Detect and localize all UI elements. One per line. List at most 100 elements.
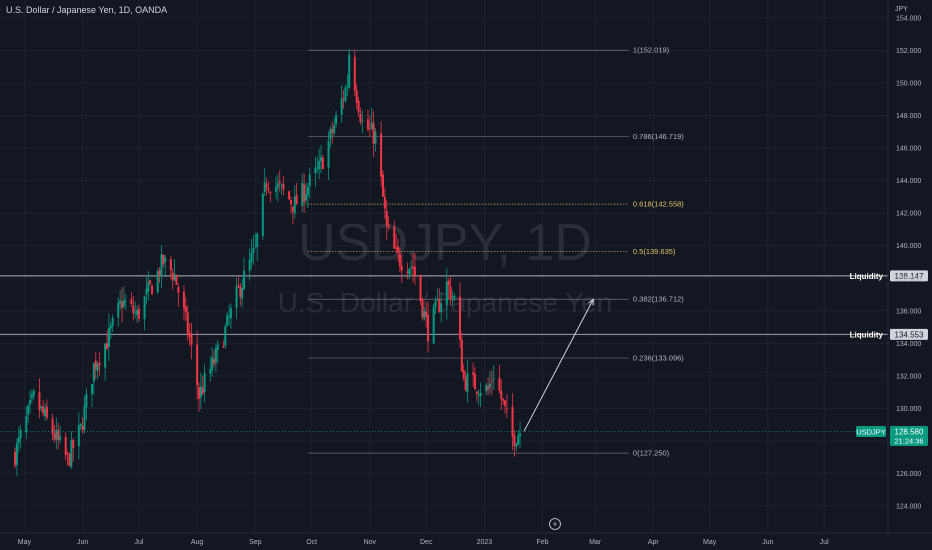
candle-body <box>182 291 185 309</box>
candle-body <box>269 192 272 194</box>
candle-body <box>145 289 148 295</box>
time-tick: May <box>18 539 32 546</box>
liquidity-price-label: 138.147 <box>895 272 924 281</box>
liquidity-price-badge <box>890 328 928 340</box>
candle-body <box>327 140 330 168</box>
candle-body <box>27 405 30 415</box>
replay-icon[interactable] <box>549 518 561 530</box>
candle-body <box>438 299 441 312</box>
candle-body <box>519 433 522 437</box>
candle-body <box>19 430 22 439</box>
candle-body <box>487 385 490 390</box>
candle-body <box>228 316 231 318</box>
candle-body <box>59 436 62 441</box>
candle-body <box>164 257 167 263</box>
price-tick: 144.000 <box>896 178 921 185</box>
fibonacci-retracement[interactable]: 1(152.019) 0.786(146.719) 0.618(142.558) 0.… <box>307 46 684 458</box>
candle-body <box>70 440 73 468</box>
price-tick: 150.000 <box>896 81 921 88</box>
candle-body <box>282 184 285 190</box>
candle-body <box>169 259 172 271</box>
candle-body <box>68 454 71 466</box>
candle-body <box>17 437 20 443</box>
candle-body <box>198 387 201 399</box>
candle-body <box>301 182 304 206</box>
candle-body <box>498 377 501 391</box>
candle-body <box>329 128 332 140</box>
candle-body <box>85 393 88 408</box>
candle-body <box>149 280 152 284</box>
candle-body <box>412 266 415 269</box>
price-axis[interactable]: 124.000126.000128.000130.000132.000134.0… <box>896 16 921 511</box>
time-tick: Dec <box>420 539 433 546</box>
symbol-badge <box>856 425 886 437</box>
candle-body <box>132 305 135 314</box>
candle-body <box>90 383 93 394</box>
currency-label: JPY <box>895 6 908 13</box>
candle-body <box>293 196 296 214</box>
candle-body <box>348 54 351 88</box>
liquidity-label: Liquidity <box>850 272 884 281</box>
candle-body <box>436 299 439 301</box>
candle-body <box>306 186 309 196</box>
candle-body <box>475 391 478 394</box>
price-tick: 142.000 <box>896 211 921 218</box>
candle-body <box>400 265 403 271</box>
candle-body <box>201 387 204 394</box>
candle-body <box>248 259 251 272</box>
candle-body <box>451 296 454 298</box>
time-tick: 2023 <box>477 539 493 546</box>
candle-body <box>408 268 411 275</box>
candle-body <box>410 267 413 269</box>
candle-body <box>267 188 270 190</box>
candle-body <box>288 191 291 200</box>
candle-body <box>83 405 86 431</box>
candle-body <box>344 87 347 102</box>
candle-body <box>209 369 212 374</box>
candle-body <box>162 254 165 265</box>
candle-body <box>447 280 450 286</box>
candlestick-series[interactable] <box>14 48 522 477</box>
price-tick: 146.000 <box>896 146 921 153</box>
price-tick: 126.000 <box>896 471 921 478</box>
candle-body <box>55 429 58 440</box>
price-tick: 124.000 <box>896 504 921 511</box>
candle-body <box>473 373 476 390</box>
candle-body <box>199 386 202 398</box>
candle-body <box>237 285 240 287</box>
time-tick: Jul <box>134 539 143 546</box>
candle-body <box>45 406 48 418</box>
candle-body <box>477 394 480 396</box>
candle-body <box>72 439 75 449</box>
candle-body <box>485 385 488 392</box>
candle-body <box>250 252 253 262</box>
watermark: USDJPY, 1D U.S. Dollar / Japanese Yen <box>278 214 613 318</box>
arrow-head <box>588 298 594 306</box>
candle-body <box>171 272 174 281</box>
candle-body <box>122 299 125 307</box>
symbol-badge-label: USDJPY <box>856 427 886 436</box>
candle-body <box>490 381 493 382</box>
candle-body <box>453 295 456 299</box>
candle-body <box>479 392 482 397</box>
candle-body <box>98 362 101 366</box>
candle-body <box>160 254 163 277</box>
candle-body <box>413 266 416 276</box>
projection-arrow[interactable] <box>523 298 594 432</box>
candle-body <box>186 312 189 334</box>
candle-body <box>504 400 507 406</box>
candle-body <box>92 362 95 382</box>
time-tick: Mar <box>589 539 602 546</box>
candle-body <box>380 133 383 177</box>
candle-body <box>44 408 47 416</box>
candle-body <box>419 275 422 301</box>
candle-body <box>119 300 122 304</box>
time-axis[interactable]: May Jun Jul Aug Sep Oct Nov Dec 2023 Feb Mar Apr May… <box>18 539 829 546</box>
fib-level-label: 0(127.250) <box>633 449 670 458</box>
time-tick: Oct <box>306 539 317 546</box>
candle-body <box>397 246 400 253</box>
candle-body <box>370 122 373 130</box>
candle-body <box>173 273 176 281</box>
candle-body <box>511 406 514 437</box>
